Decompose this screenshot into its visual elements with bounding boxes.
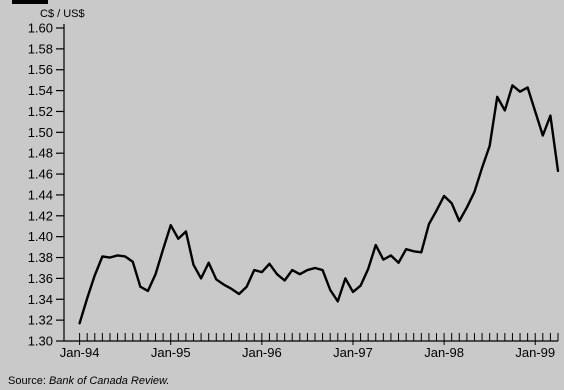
x-tick-label: Jan-97 — [333, 345, 373, 360]
y-tick-label: 1.34 — [28, 292, 53, 307]
y-tick-label: 1.60 — [28, 21, 53, 36]
y-tick-label: 1.36 — [28, 271, 53, 286]
y-tick-label: 1.52 — [28, 104, 53, 119]
x-axis: Jan-94 Jan-95 Jan-96 Jan-97 Jan-98 Jan-99 — [60, 333, 559, 360]
x-tick-label: Jan-94 — [60, 345, 100, 360]
y-tick-label: 1.38 — [28, 250, 53, 265]
x-tick-label: Jan-96 — [242, 345, 282, 360]
source-name: Bank of Canada Review. — [49, 375, 169, 387]
y-axis-unit-label: C$ / US$ — [40, 8, 85, 20]
y-tick-label: 1.54 — [28, 83, 53, 98]
y-tick-label: 1.40 — [28, 229, 53, 244]
y-tick-label: 1.32 — [28, 313, 53, 328]
series-layer — [78, 84, 560, 325]
y-axis: 1.30 1.32 1.34 1.36 1.38 1.40 1.42 1.44 1.46 1.48… — [28, 21, 65, 349]
y-tick-label: 1.50 — [28, 125, 53, 140]
y-tick-label: 1.44 — [28, 187, 53, 202]
y-tick-label: 1.42 — [28, 208, 53, 223]
y-tick-label: 1.46 — [28, 167, 53, 182]
source-prefix: Source: — [8, 375, 49, 387]
source-note: Source: Bank of Canada Review. — [8, 375, 169, 387]
y-tick-label: 1.48 — [28, 146, 53, 161]
x-tick-label: Jan-99 — [515, 345, 555, 360]
y-tick-label: 1.30 — [28, 334, 53, 349]
y-tick-label: 1.58 — [28, 41, 53, 56]
y-tick-label: 1.56 — [28, 62, 53, 77]
x-tick-label: Jan-95 — [151, 345, 191, 360]
series-line — [78, 84, 560, 325]
x-tick-label: Jan-98 — [424, 345, 464, 360]
clipped-heading-fragment — [12, 0, 48, 4]
